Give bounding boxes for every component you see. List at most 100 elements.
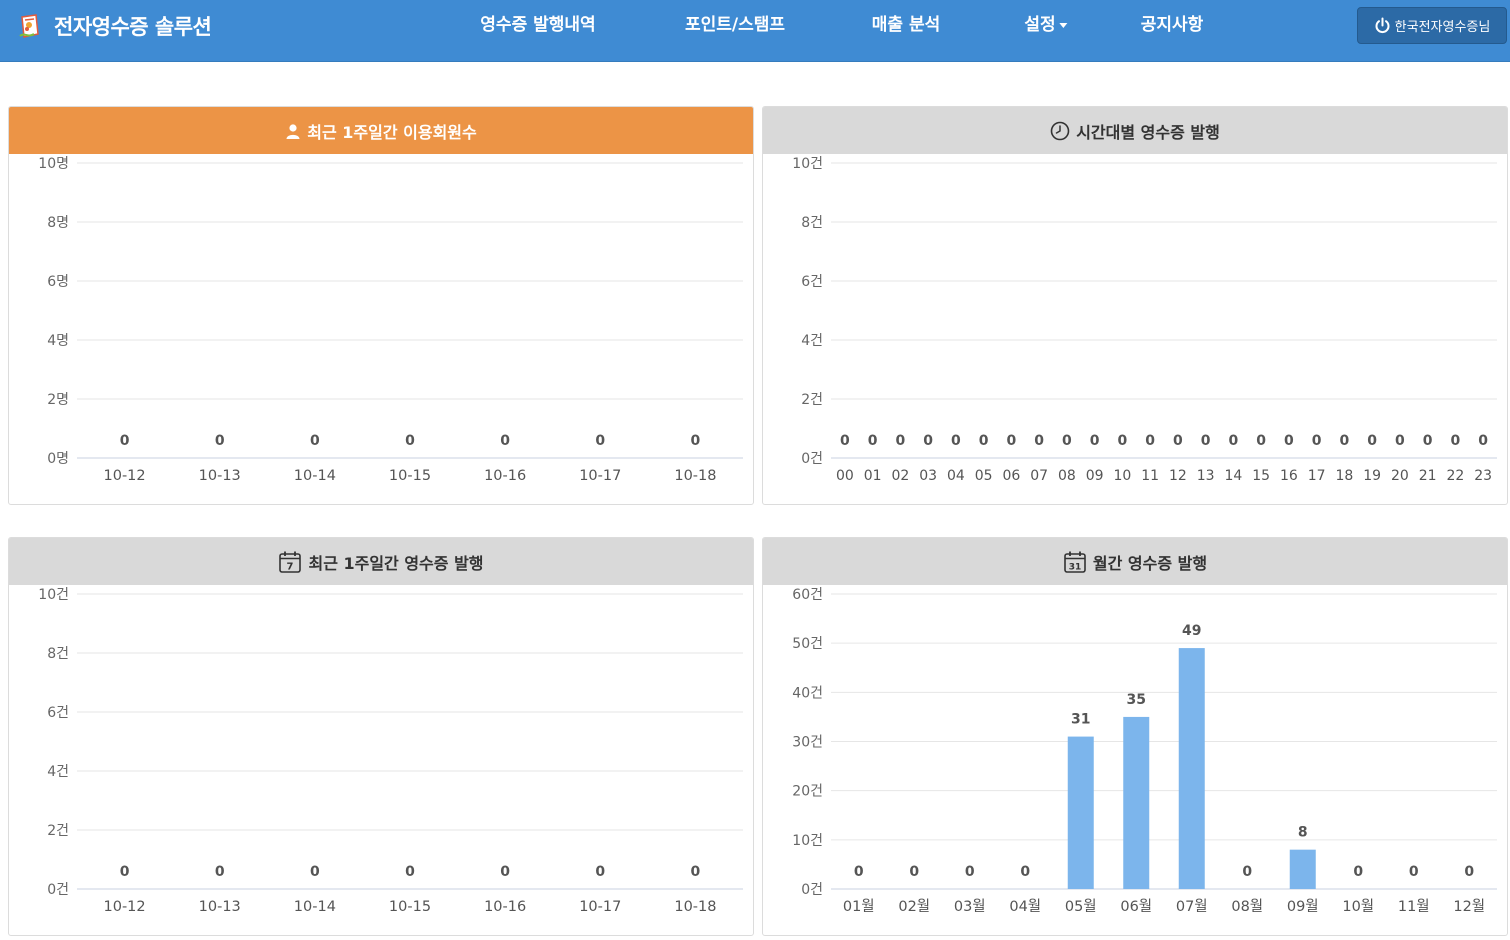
x-tick-label: 02월 (898, 898, 930, 915)
x-tick-label: 01월 (843, 898, 875, 915)
y-tick-label: 50건 (792, 636, 823, 652)
chart-hourly-receipts: 0건2건4건6건8건10건000001002003004005006007008… (792, 156, 1497, 484)
y-tick-label: 8건 (47, 646, 69, 662)
y-tick-label: 0건 (801, 451, 823, 467)
nav-receipt-history[interactable]: 영수증 발행내역 (480, 15, 596, 35)
bar (1178, 648, 1205, 889)
x-tick-label: 23 (1474, 468, 1492, 484)
y-tick-label: 2건 (801, 392, 823, 408)
data-label: 0 (951, 433, 961, 449)
x-tick-label: 10 (1113, 468, 1131, 484)
y-tick-label: 0건 (47, 882, 69, 898)
data-label: 0 (1256, 433, 1266, 449)
nav-notice[interactable]: 공지사항 (1140, 15, 1204, 35)
data-label: 0 (1367, 433, 1377, 449)
x-tick-label: 13 (1197, 468, 1215, 484)
panel-monthly-receipts: 31 월간 영수증 발행 0건 10건 20건 30건 40건 50건 60건 0 01월 0 02… (762, 537, 1508, 936)
data-label: 8 (1298, 825, 1308, 841)
y-tick-label: 6건 (801, 274, 823, 290)
nav-settings-dropdown[interactable]: 설정 (1024, 12, 1068, 38)
data-label: 0 (1242, 864, 1252, 880)
data-label: 0 (1451, 433, 1461, 449)
x-tick-label: 04 (947, 468, 965, 484)
brand-home-link[interactable]: 전자영수증 솔루션 (16, 10, 212, 42)
panel-hourly-receipts: 시간대별 영수증 발행 0건 2건 4건 6건 8건 10건 0 00 0 01 0 02 0 03 0 04… (762, 106, 1508, 505)
user-name-label: 한국전자영수증님 (1394, 20, 1491, 35)
panel-title: 월간 영수증 발행 (1092, 553, 1208, 573)
bar (1123, 716, 1150, 889)
user-icon (286, 123, 300, 139)
y-tick-label: 0건 (801, 882, 823, 898)
y-tick-label: 60건 (792, 587, 823, 603)
x-tick-label: 17 (1308, 468, 1326, 484)
data-label: 0 (120, 433, 130, 449)
data-label: 31 (1071, 712, 1090, 728)
data-label: 0 (500, 864, 510, 880)
y-tick-label: 20건 (792, 784, 823, 800)
panel-header: 최근 1주일간 이용회원수 (9, 107, 753, 154)
data-label: 0 (840, 433, 850, 449)
data-label: 0 (595, 433, 605, 449)
data-label: 0 (1173, 433, 1183, 449)
x-tick-label: 09월 (1287, 898, 1319, 915)
data-label: 0 (1229, 433, 1239, 449)
data-label: 0 (854, 864, 864, 880)
chart-weekly-members: 0명 2명 4명 6명 8명 10명 0 10-12 0 10-13 0 10-14 0 10-15 0 10… (38, 156, 743, 484)
data-label: 0 (1145, 433, 1155, 449)
x-tick-label: 16 (1280, 468, 1298, 484)
x-tick-label: 10-16 (484, 899, 526, 915)
data-label: 0 (1062, 433, 1072, 449)
data-label: 0 (310, 864, 320, 880)
x-tick-label: 10-12 (104, 468, 146, 484)
data-label: 0 (1034, 433, 1044, 449)
data-label: 0 (215, 433, 225, 449)
clock-icon (1050, 121, 1070, 140)
x-tick-label: 11 (1141, 468, 1159, 484)
data-label: 0 (120, 864, 130, 880)
data-label: 0 (1020, 864, 1030, 880)
x-tick-label: 10-13 (199, 468, 241, 484)
x-tick-label: 10-18 (674, 468, 716, 484)
chart-monthly-receipts: 0건 10건 20건 30건 40건 50건 60건 0 01월 0 02월 0 03월 0 04월 31 05… (792, 587, 1497, 915)
x-tick-label: 02 (891, 468, 909, 484)
x-tick-label: 10-15 (389, 899, 431, 915)
x-tick-label: 10월 (1342, 898, 1374, 915)
calendar-icon-number: 7 (287, 561, 294, 572)
x-tick-label: 01 (864, 468, 882, 484)
data-label: 49 (1182, 623, 1201, 639)
x-tick-label: 07월 (1176, 898, 1208, 915)
data-label: 0 (1423, 433, 1433, 449)
calendar-icon-number: 31 (1069, 562, 1082, 572)
x-tick-label: 07 (1030, 468, 1048, 484)
bar (1067, 736, 1094, 889)
data-label: 0 (1353, 864, 1363, 880)
y-tick-label: 10명 (38, 156, 69, 172)
user-logout-button[interactable]: 한국전자영수증님 (1357, 7, 1507, 44)
data-label: 0 (310, 433, 320, 449)
y-tick-label: 2건 (47, 823, 69, 839)
x-tick-label: 06월 (1120, 898, 1152, 915)
x-tick-label: 05 (975, 468, 993, 484)
data-label: 0 (595, 864, 605, 880)
panel-title: 최근 1주일간 이용회원수 (307, 122, 477, 142)
y-tick-label: 10건 (792, 833, 823, 849)
data-label: 0 (965, 864, 975, 880)
nav-sales-analysis[interactable]: 매출 분석 (871, 15, 941, 35)
x-tick-label: 03 (919, 468, 937, 484)
x-tick-label: 10-14 (294, 468, 336, 484)
calendar-31-icon: 31 (1064, 551, 1086, 573)
y-tick-label: 8명 (47, 215, 69, 231)
x-tick-label: 03월 (954, 898, 986, 915)
chart-weekly-receipts: 0건 2건 4건 6건 8건 10건 0 10-12 0 10-13 0 10-14 0 10-15 0 10… (38, 587, 743, 915)
panel-title: 최근 1주일간 영수증 발행 (308, 553, 484, 573)
data-label: 0 (1478, 433, 1488, 449)
data-label: 0 (1284, 433, 1294, 449)
nav-point-stamp[interactable]: 포인트/스탬프 (684, 15, 786, 35)
calendar-7-icon: 7 (279, 551, 302, 573)
y-tick-label: 10건 (792, 156, 823, 172)
data-label: 0 (500, 433, 510, 449)
data-label: 0 (1090, 433, 1100, 449)
y-tick-label: 4명 (47, 333, 69, 349)
x-tick-label: 10-18 (674, 899, 716, 915)
data-label: 0 (215, 864, 225, 880)
